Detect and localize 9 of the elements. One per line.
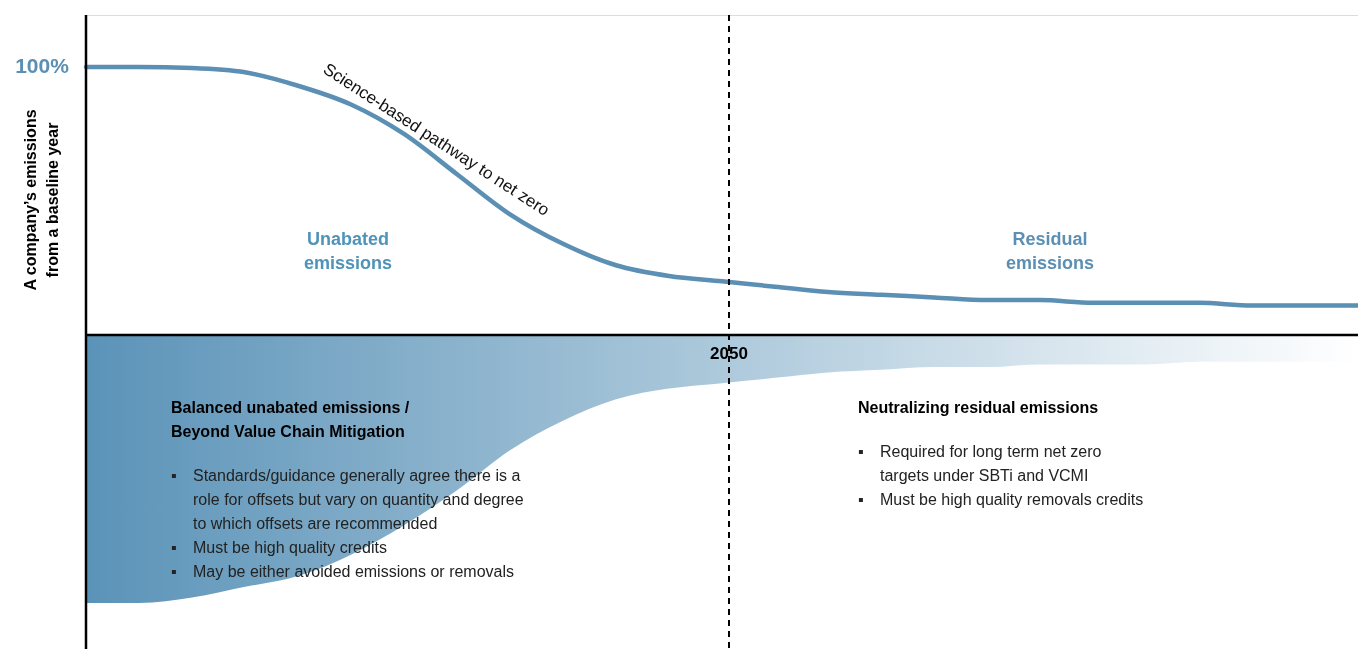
annotation: Neutralizing residual emissions [858, 399, 1099, 416]
annotation: Residual emissions [1005, 229, 1095, 273]
annotation: 2050 [710, 344, 748, 363]
text: 100% [15, 54, 70, 77]
annotation: Balanced unabated emissions / Beyond Value Chain Mitigation [171, 399, 410, 440]
annotation: Unabated emissions [303, 229, 393, 273]
annotation: ▪ Must be high quality removals credits [858, 491, 1144, 508]
y-axis-title: A company’s emissions from a baseline year [22, 109, 61, 291]
annotation: ▪ Required for long term net zero targets under SBTi and VCMI [858, 443, 1102, 484]
